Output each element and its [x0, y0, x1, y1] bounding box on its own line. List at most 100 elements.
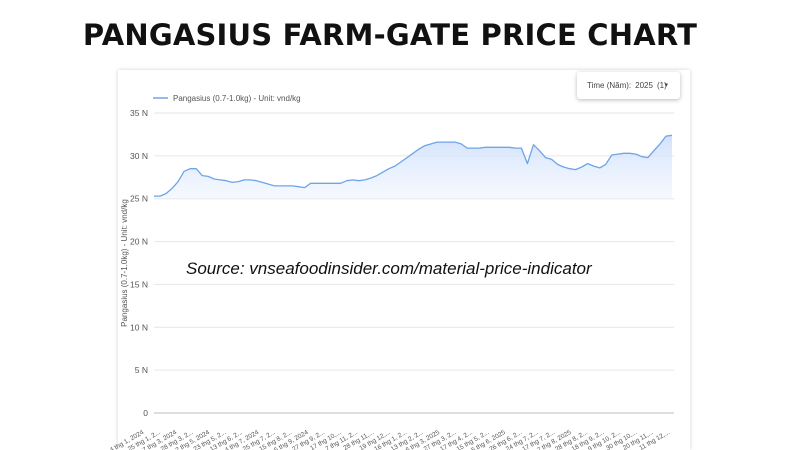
data-point [532, 143, 535, 146]
data-point [249, 178, 252, 181]
data-point [580, 166, 583, 169]
data-point [243, 178, 246, 181]
y-tick-label: 15 N [130, 279, 148, 289]
data-point [315, 182, 318, 185]
data-point [616, 153, 619, 156]
data-point [309, 182, 312, 185]
chart-card [118, 70, 690, 450]
data-point [303, 186, 306, 189]
data-point [665, 135, 668, 138]
data-point [165, 192, 168, 195]
data-point [472, 147, 475, 150]
data-point [502, 146, 505, 149]
y-tick-label: 5 N [135, 365, 148, 375]
data-point [478, 147, 481, 150]
data-point [490, 146, 493, 149]
data-point [442, 141, 445, 144]
y-tick-label: 25 N [130, 194, 148, 204]
legend-label: Pangasius (0.7-1.0kg) - Unit: vnd/kg [173, 94, 301, 103]
data-point [207, 175, 210, 178]
data-point [604, 163, 607, 166]
data-point [568, 167, 571, 170]
data-point [273, 184, 276, 187]
page-title: PANGASIUS FARM-GATE PRICE CHART [82, 18, 698, 52]
data-point [393, 165, 396, 168]
data-point [333, 182, 336, 185]
y-axis-ticks: 0 5 N 10 N 15 N 20 N 25 N 30 N 35 N [130, 108, 148, 418]
y-tick-label: 30 N [130, 151, 148, 161]
data-point [213, 178, 216, 181]
data-point [363, 178, 366, 181]
data-point [189, 167, 192, 170]
time-filter-dropdown[interactable]: Time (Năm): 2025 (1) ▾ [577, 72, 680, 99]
y-tick-label: 0 [143, 408, 148, 418]
data-point [183, 170, 186, 173]
data-point [159, 195, 162, 198]
y-tick-label: 35 N [130, 108, 148, 118]
data-point [424, 144, 427, 147]
data-point [628, 152, 631, 155]
data-point [177, 180, 180, 183]
source-note: Source: vnseafoodinsider.com/material-pr… [186, 259, 592, 278]
data-point [153, 195, 156, 198]
data-point [508, 146, 511, 149]
data-point [562, 166, 565, 169]
data-point [339, 182, 342, 185]
data-point [345, 179, 348, 182]
data-point [237, 180, 240, 183]
data-point [375, 174, 378, 177]
series-line [153, 134, 673, 197]
data-point [279, 184, 282, 187]
y-tick-label: 10 N [130, 322, 148, 332]
time-filter-value: 2025 [635, 81, 653, 90]
data-point [556, 163, 559, 166]
data-point [538, 149, 541, 152]
data-point [285, 184, 288, 187]
data-point [351, 178, 354, 181]
data-point [448, 141, 451, 144]
data-point [231, 181, 234, 184]
data-point [267, 183, 270, 186]
data-point [550, 158, 553, 161]
data-point [327, 182, 330, 185]
data-point [574, 168, 577, 171]
data-point [412, 152, 415, 155]
data-point [255, 179, 258, 182]
data-point [454, 141, 457, 144]
data-point [418, 148, 421, 151]
data-point [291, 184, 294, 187]
data-point [598, 166, 601, 169]
data-point [526, 162, 529, 165]
data-point [640, 155, 643, 158]
data-point [544, 156, 547, 159]
data-point [646, 156, 649, 159]
data-point [369, 177, 372, 180]
y-tick-label: 20 N [130, 237, 148, 247]
chevron-down-icon: ▾ [664, 82, 668, 89]
data-point [671, 134, 674, 137]
data-point [321, 182, 324, 185]
data-point [261, 181, 264, 184]
data-point [201, 174, 204, 177]
data-point [406, 156, 409, 159]
data-point [466, 147, 469, 150]
data-point [610, 154, 613, 157]
data-point [225, 179, 228, 182]
y-axis-title: Pangasius (0.7-1.0kg) - Unit: vnd/kg [120, 199, 129, 327]
data-point [514, 147, 517, 150]
data-point [297, 185, 300, 188]
data-point [659, 142, 662, 145]
data-point [520, 147, 523, 150]
data-point [357, 179, 360, 182]
data-point [592, 165, 595, 168]
grid-lines [154, 112, 674, 414]
data-point [652, 149, 655, 152]
data-point [195, 167, 198, 170]
data-point [171, 187, 174, 190]
data-point [387, 167, 390, 170]
data-point [634, 153, 637, 156]
series-area [154, 135, 672, 199]
data-point [460, 142, 463, 145]
